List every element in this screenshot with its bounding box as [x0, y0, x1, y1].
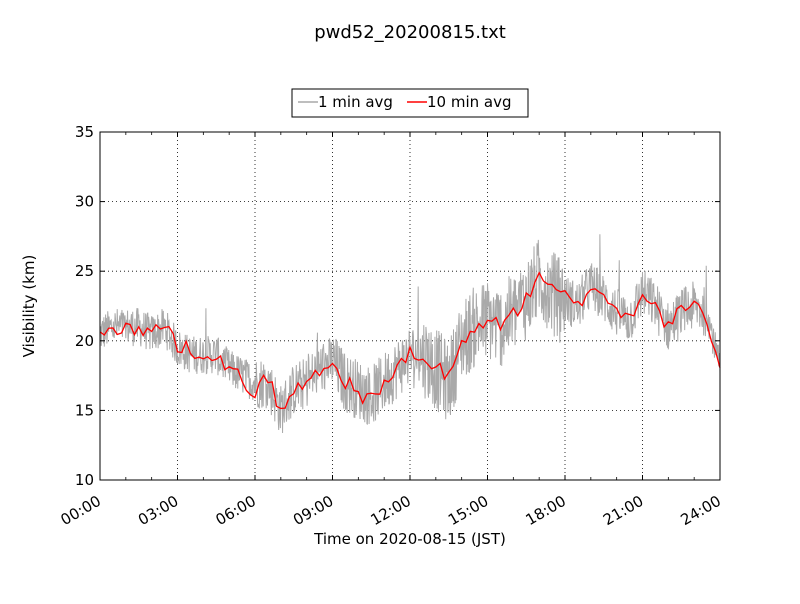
- x-tick-label: 12:00: [368, 492, 414, 529]
- y-tick-label: 20: [75, 332, 94, 350]
- y-tick-labels: 10 15 20 25 30 35: [75, 123, 94, 489]
- grid: [100, 132, 720, 480]
- chart-title: pwd52_20200815.txt: [314, 22, 506, 43]
- x-tick-label: 24:00: [678, 492, 724, 529]
- series-layer: [99, 234, 721, 434]
- legend-box: [291, 88, 529, 118]
- x-tick-labels: 00:00 03:00 06:00 09:00 12:00 15:00 18:00 21:00…: [58, 492, 724, 529]
- x-tick-label: 03:00: [135, 492, 181, 529]
- series-line-1min: [99, 234, 721, 434]
- legend-label-10min: 10 min avg: [427, 93, 512, 111]
- tick-marks: [99, 131, 721, 481]
- y-tick-label: 30: [75, 193, 94, 211]
- x-tick-label: 09:00: [290, 492, 336, 529]
- legend: 1 min avg 10 min avg: [291, 88, 529, 118]
- y-tick-label: 35: [75, 123, 94, 141]
- y-tick-label: 25: [75, 262, 94, 280]
- series-line-10min: [99, 271, 721, 410]
- y-axis-label: Visibility (km): [20, 255, 38, 358]
- x-tick-label: 18:00: [523, 492, 569, 529]
- x-tick-label: 15:00: [445, 492, 491, 529]
- legend-label-1min: 1 min avg: [318, 93, 393, 111]
- y-tick-label: 15: [75, 401, 94, 419]
- x-tick-label: 06:00: [213, 492, 259, 529]
- plot-area: [99, 131, 721, 481]
- x-tick-label: 21:00: [600, 492, 646, 529]
- y-tick-label: 10: [75, 471, 94, 489]
- x-tick-label: 00:00: [58, 492, 104, 529]
- x-axis-label: Time on 2020-08-15 (JST): [313, 530, 506, 548]
- plot-frame: [100, 132, 720, 480]
